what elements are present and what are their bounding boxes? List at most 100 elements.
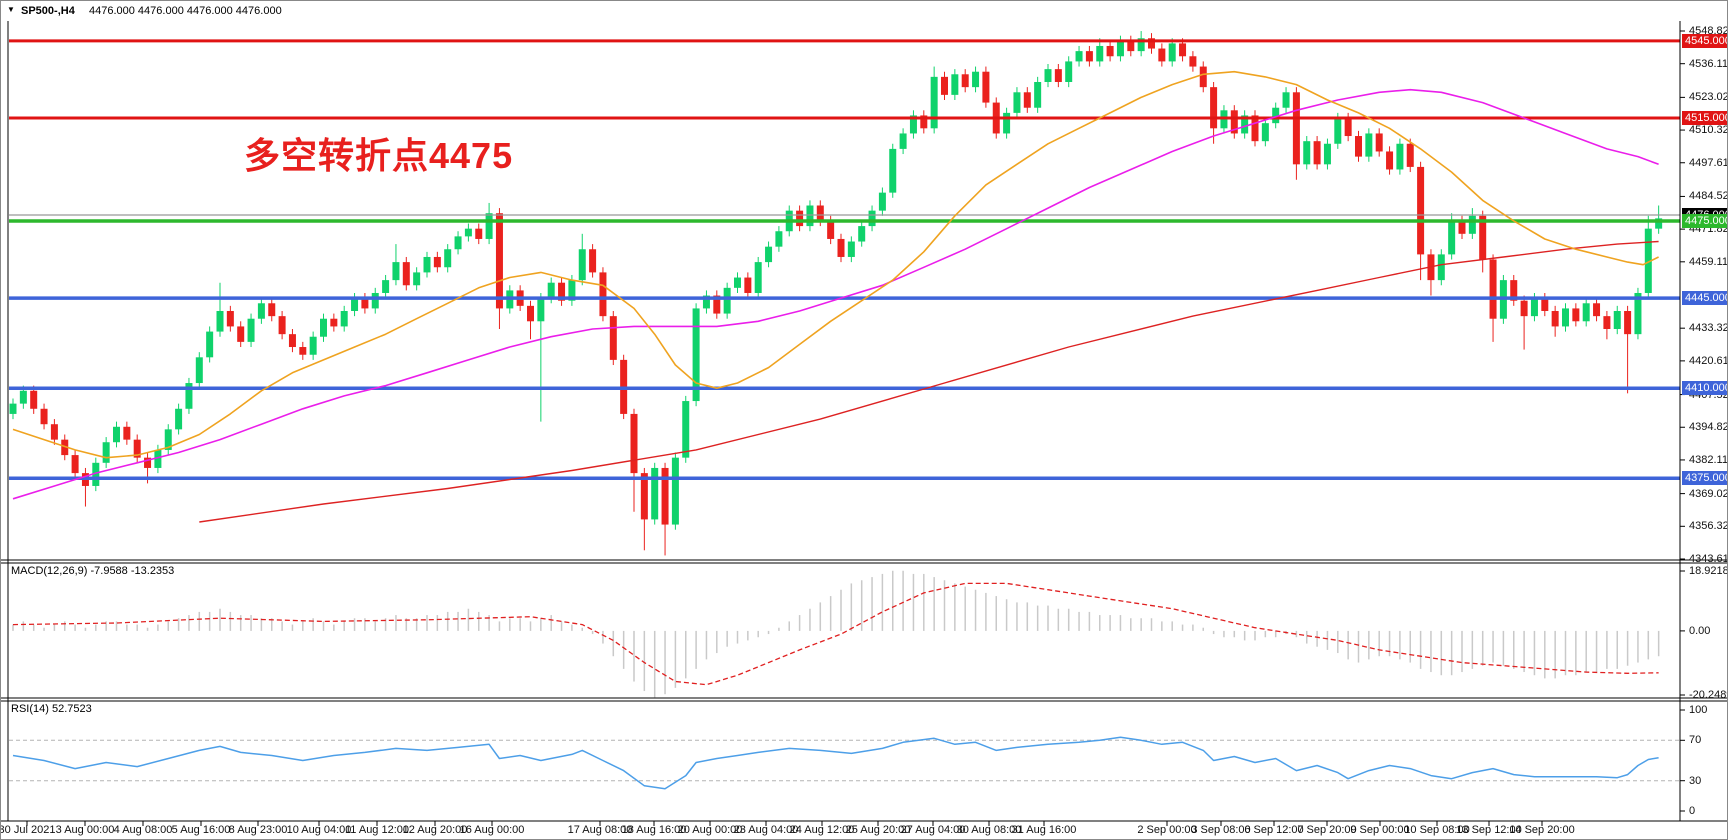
candle-body (1210, 87, 1218, 129)
candle-body (1644, 228, 1652, 293)
candle-body (102, 442, 110, 463)
candle-body (185, 383, 193, 409)
candle-body (61, 439, 69, 456)
candle-body (288, 334, 296, 348)
candle-body (1127, 40, 1135, 52)
candle-body (40, 408, 48, 425)
candle-body (1179, 43, 1187, 57)
candle-body (671, 457, 679, 525)
candle-body (144, 457, 152, 468)
candle-body (1137, 38, 1145, 52)
candle-body (1282, 92, 1290, 108)
candle-body (682, 401, 690, 458)
candle-body (744, 277, 752, 293)
candle-body (485, 213, 493, 239)
candle-body (734, 277, 741, 288)
candle-body (361, 298, 369, 309)
candle-body (702, 295, 710, 309)
candle-body (630, 413, 638, 474)
candle-body (982, 71, 990, 103)
candle-body (50, 424, 58, 440)
candle-body (464, 228, 472, 237)
candle-body (1655, 218, 1663, 229)
candle-body (433, 256, 441, 268)
candle-body (1065, 61, 1073, 82)
candle-body (330, 318, 338, 327)
candle-body (961, 74, 969, 88)
candle-body (951, 74, 959, 95)
candle-body (909, 115, 917, 134)
candle-body (599, 272, 607, 317)
candle-body (195, 357, 203, 384)
candle-body (113, 426, 120, 443)
candle-body (1355, 136, 1362, 157)
candle-body (1075, 51, 1083, 62)
candle-body (1303, 141, 1311, 165)
candle-body (237, 326, 245, 342)
candle-body (1168, 43, 1176, 62)
candle-body (837, 238, 845, 257)
candle-body (268, 303, 276, 317)
candle-body (578, 249, 586, 281)
candle-body (1323, 143, 1331, 165)
candle-body (1158, 48, 1166, 62)
candle-body (1013, 92, 1021, 113)
candle-body (827, 220, 835, 239)
candle-body (1054, 69, 1062, 82)
macd-signal-line (12, 582, 1659, 686)
candle-body (71, 455, 79, 474)
collapse-arrow-icon[interactable]: ▼ (7, 5, 15, 14)
ma-mid-line (12, 88, 1659, 500)
candle-body (858, 226, 866, 242)
candle-body (1344, 118, 1352, 137)
candle-body (754, 262, 762, 293)
candle-body (1468, 215, 1476, 234)
candle-body (1510, 280, 1518, 301)
candle-body (1582, 303, 1590, 322)
candle-body (1334, 118, 1342, 144)
candle-body (30, 390, 38, 409)
candle-body (175, 408, 183, 430)
candle-body (640, 473, 648, 520)
candle-body (527, 305, 534, 322)
candle-body (1096, 45, 1104, 62)
candle-body (299, 347, 307, 355)
candle-body (868, 210, 876, 227)
candle-body (1189, 56, 1197, 67)
candle-body (216, 310, 224, 332)
candle-body (651, 467, 659, 520)
candle-body (1003, 112, 1011, 134)
candle-body (1437, 254, 1445, 281)
chart-titlebar: ▼ SP500-,H4 4476.000 4476.000 4476.000 4… (1, 1, 1727, 21)
candle-body (1386, 151, 1394, 170)
candle-body (661, 467, 669, 525)
candle-body (1551, 310, 1559, 327)
candle-body (847, 241, 855, 257)
candle-body (1034, 81, 1042, 108)
candle-body (19, 390, 27, 404)
candle-body (164, 429, 172, 450)
ma-slow-line (199, 240, 1659, 523)
candle-body (589, 249, 597, 273)
candle-body (133, 439, 141, 458)
candle-body (558, 282, 566, 301)
candle-body (1375, 133, 1383, 152)
candle-body (713, 295, 721, 314)
candle-body (382, 280, 390, 293)
symbol-timeframe-label: SP500-,H4 (21, 5, 75, 17)
candle-body (692, 308, 700, 402)
candle-body (1417, 166, 1425, 255)
candle-body (796, 210, 804, 227)
candle-body (454, 236, 462, 250)
ohlc-quote-label: 4476.000 4476.000 4476.000 4476.000 (89, 5, 282, 17)
candle-body (1603, 316, 1611, 330)
candle-body (816, 205, 824, 221)
candle-body (899, 133, 907, 149)
candle-body (247, 318, 255, 342)
candle-body (1313, 141, 1321, 165)
candle-body (1106, 45, 1114, 57)
candle-body (878, 192, 886, 211)
candle-body (775, 231, 783, 247)
